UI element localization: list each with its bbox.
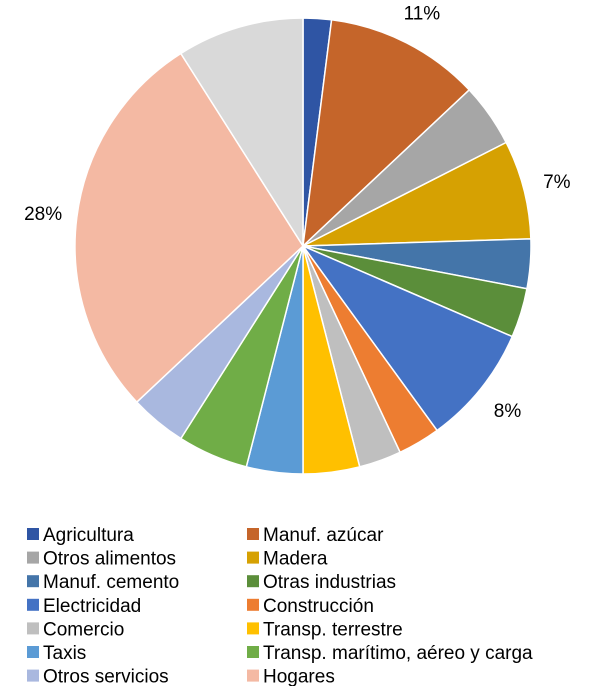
legend-label-10: Taxis — [43, 643, 86, 664]
legend-item-5: Otras industrias — [247, 572, 396, 593]
legend-label-7: Construcción — [263, 596, 374, 617]
legend-swatch-3 — [247, 551, 259, 564]
legend-swatch-7 — [247, 598, 259, 611]
legend-label-3: Madera — [263, 549, 328, 570]
legend-swatch-10 — [27, 646, 39, 658]
legend-swatch-6 — [27, 598, 39, 611]
data-labels: 11% 7% 8% 28% — [24, 4, 571, 422]
legend-swatch-8 — [27, 622, 39, 635]
legend-item-3: Madera — [247, 549, 328, 570]
legend-label-8: Comercio — [43, 619, 124, 640]
legend-swatch-12 — [27, 669, 39, 682]
pie-slice-1 — [301, 18, 471, 248]
legend-item-13: Hogares — [247, 667, 335, 688]
pie-slices — [74, 17, 532, 475]
legend-label-6: Electricidad — [43, 596, 141, 617]
legend-item-1: Manuf. azúcar — [247, 525, 384, 546]
pie-slice-6 — [300, 244, 514, 432]
data-label-1: 11% — [404, 4, 441, 25]
legend-swatch-1 — [247, 528, 259, 540]
legend-item-0: Agricultura — [27, 525, 134, 546]
legend-swatch-2 — [27, 551, 39, 564]
data-label-6: 8% — [494, 401, 522, 422]
legend-item-8: Comercio — [27, 619, 124, 640]
legend-label-2: Otros alimentos — [43, 549, 176, 570]
legend-swatch-0 — [27, 528, 39, 540]
legend-item-7: Construcción — [247, 596, 374, 617]
legend-label-5: Otras industrias — [263, 572, 396, 593]
pie-slice-14 — [179, 17, 304, 249]
legend-item-10: Taxis — [27, 643, 86, 664]
legend-swatch-13 — [247, 669, 259, 682]
legend-label-12: Otros servicios — [43, 667, 169, 686]
legend-label-13: Hogares — [263, 667, 335, 686]
pie-slice-13 — [74, 52, 304, 404]
legend-item-12: Otros servicios — [27, 667, 169, 688]
data-label-3: 7% — [543, 172, 571, 193]
legend-item-9: Transp. terrestre — [247, 619, 403, 640]
legend-label-4: Manuf. cemento — [43, 572, 179, 593]
legend-item-4: Manuf. cemento — [27, 572, 179, 593]
legend-item-2: Otros alimentos — [27, 549, 176, 570]
legend-swatch-9 — [247, 622, 259, 635]
legend-swatch-5 — [247, 575, 259, 588]
legend-label-1: Manuf. azúcar — [263, 525, 384, 546]
legend-label-11: Transp. marítimo, aéreo y carga — [263, 643, 533, 664]
legend-label-0: Agricultura — [43, 525, 134, 546]
legend-swatch-11 — [247, 646, 259, 658]
data-label-13: 28% — [24, 204, 62, 225]
legend-item-11: Transp. marítimo, aéreo y carga — [247, 643, 533, 664]
legend-swatch-4 — [27, 575, 39, 588]
legend-label-9: Transp. terrestre — [263, 619, 403, 640]
legend-item-6: Electricidad — [27, 596, 141, 617]
